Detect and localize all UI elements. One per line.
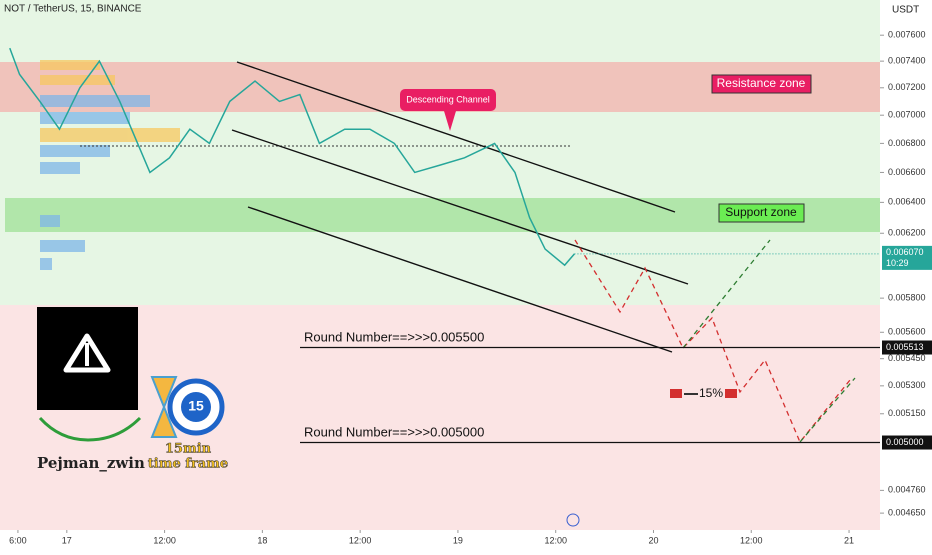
time-axis xyxy=(0,530,880,550)
y-tick-label: 0.007000 xyxy=(888,110,926,120)
vp-bar xyxy=(40,145,110,157)
y-tick-label: 0.004760 xyxy=(888,485,926,495)
price-axis xyxy=(880,0,932,550)
x-tick-label: 12:00 xyxy=(544,535,567,545)
channel-bottom xyxy=(247,206,673,353)
x-tick-label: 12:00 xyxy=(349,535,372,545)
x-tick-label: 19 xyxy=(453,535,463,545)
volume-profile xyxy=(40,60,180,270)
bull-bg xyxy=(0,0,880,305)
y-tick-label: 0.006800 xyxy=(888,138,926,148)
channel-label-bg xyxy=(400,89,496,111)
x-tick-label: 20 xyxy=(648,535,658,545)
y-tick-label: 0.005450 xyxy=(888,353,926,363)
y-tick-label: 0.006400 xyxy=(888,197,926,207)
y-tick-label: 0.004650 xyxy=(888,507,926,517)
resistance-label: Resistance zone xyxy=(717,76,806,90)
currency: USDT xyxy=(892,5,919,16)
channel xyxy=(231,61,689,353)
x-tick-label: 21 xyxy=(844,535,854,545)
x-tick-label: 12:00 xyxy=(740,535,763,545)
vp-bar xyxy=(40,240,85,252)
last-price-label: 0.006070 xyxy=(886,247,924,257)
vp-bar xyxy=(40,215,60,227)
bear-bg xyxy=(0,305,880,530)
vp-bar xyxy=(40,75,115,85)
x-tick-label: 12:00 xyxy=(153,535,176,545)
support-bg xyxy=(718,203,805,223)
y-tick-label: 0.005150 xyxy=(888,408,926,418)
author: Pejman_zwin xyxy=(37,454,145,472)
y-tick-label: 0.007400 xyxy=(888,56,926,66)
price-line xyxy=(9,47,576,267)
channel-mid xyxy=(231,129,689,285)
callout-tip xyxy=(444,111,456,131)
price-tag xyxy=(882,435,932,450)
y-tick-label: 0.007600 xyxy=(888,30,926,40)
price-tag xyxy=(882,340,932,355)
price-tag-label: 0.005000 xyxy=(886,437,924,447)
y-tick-label: 0.005300 xyxy=(888,380,926,390)
logo-icon xyxy=(63,333,111,373)
vp-bar xyxy=(40,258,52,270)
hourglass xyxy=(150,376,178,438)
tf-label: time frame xyxy=(148,457,228,472)
bear-path xyxy=(574,239,851,444)
y-tick-label: 0.005600 xyxy=(888,327,926,337)
vp-bar xyxy=(40,128,180,142)
vp-bar xyxy=(40,95,150,107)
y-tick-label: 0.007200 xyxy=(888,82,926,92)
tf-label: 15min xyxy=(165,442,212,457)
resistance-bg xyxy=(711,74,812,94)
channel-top xyxy=(236,61,676,213)
y-tick-label: 0.006200 xyxy=(888,228,926,238)
tf-number: 15 xyxy=(188,398,204,414)
round-number-label: Round Number==>>>0.005500 xyxy=(304,329,484,344)
vp-bar xyxy=(40,162,80,174)
drop-label: 15% xyxy=(699,386,723,400)
countdown: 10:29 xyxy=(886,258,909,268)
support-label: Support zone xyxy=(725,205,797,219)
x-tick-label: 17 xyxy=(62,535,72,545)
clock-face xyxy=(181,392,211,422)
alarm-icon xyxy=(725,389,737,398)
alarm-icon xyxy=(670,389,682,398)
y-tick-label: 0.005800 xyxy=(888,293,926,303)
channel-label: Descending Channel xyxy=(406,94,490,104)
round-number-label: Round Number==>>>0.005000 xyxy=(304,424,484,439)
y-tick-label: 0.006600 xyxy=(888,167,926,177)
price-tag-label: 0.005513 xyxy=(886,342,924,352)
vp-bar xyxy=(40,112,130,124)
logo-smile xyxy=(38,416,142,442)
last-price-tag xyxy=(882,245,932,270)
event-icon xyxy=(566,513,580,527)
chart-title: NOT / TetherUS, 15, BINANCE xyxy=(4,4,142,15)
x-tick-label: 18 xyxy=(257,535,267,545)
vp-bar xyxy=(40,60,100,70)
x-tick-label: 6:00 xyxy=(9,535,27,545)
